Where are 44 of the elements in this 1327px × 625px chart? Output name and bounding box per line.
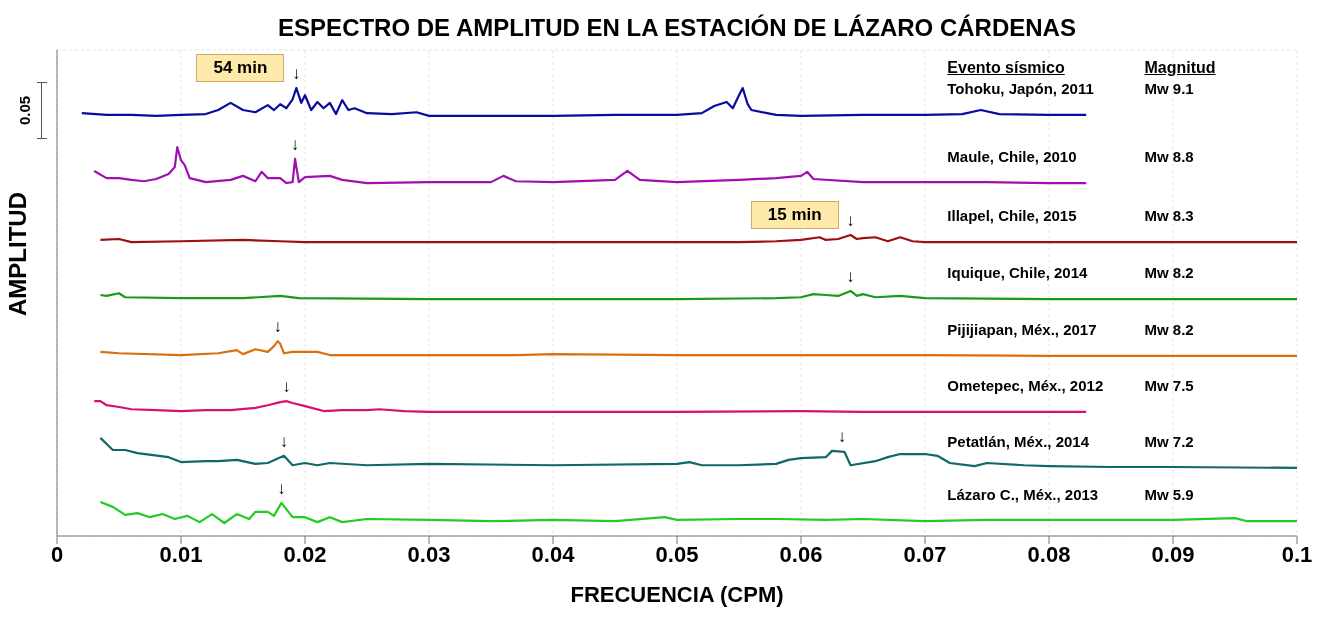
- annotation: ↓: [845, 266, 856, 287]
- x-tick-label: 0.06: [779, 541, 823, 567]
- annotation: ↓: [276, 478, 287, 499]
- series-label: Ometepec, Méx., 2012: [947, 376, 1104, 394]
- annotation: Mw 9.1: [1144, 79, 1194, 97]
- x-tick-label: 0.03: [407, 541, 451, 567]
- annotation: Mw 8.2: [1144, 320, 1194, 338]
- x-tick-label: 0.07: [903, 541, 947, 567]
- text: 0.05: [15, 94, 33, 128]
- y-axis-title: AMPLITUD: [3, 191, 32, 319]
- x-tick-label: 0.01: [159, 541, 203, 567]
- series-label: Tohoku, Japón, 2011: [947, 79, 1094, 97]
- annotation: ↓: [845, 210, 856, 231]
- annotation: Mw 8.8: [1144, 148, 1194, 166]
- annotation: ↓: [272, 317, 283, 338]
- annotation: ↓: [291, 64, 302, 85]
- annotation: Mw 7.5: [1144, 376, 1194, 394]
- annotation: Mw 8.3: [1144, 207, 1194, 225]
- annotation: ↓: [281, 377, 292, 398]
- series-label: Maule, Chile, 2010: [947, 148, 1077, 166]
- x-tick-label: 0.04: [531, 541, 576, 567]
- annotation: ↓: [836, 426, 848, 447]
- series-label: Illapel, Chile, 2015: [947, 207, 1077, 225]
- x-tick-label: 0.02: [283, 541, 327, 567]
- annotation: Mw 5.9: [1144, 486, 1194, 504]
- annotation: Mw 7.2: [1144, 432, 1194, 450]
- annotation: ↓: [289, 134, 301, 155]
- x-tick-label: 0: [50, 541, 64, 567]
- x-tick-label: 0.08: [1027, 541, 1071, 567]
- annotation: 15 min: [750, 200, 839, 229]
- x-axis-title: FRECUENCIA (CPM): [569, 581, 785, 609]
- chart-title: ESPECTRO DE AMPLITUD EN LA ESTACIÓN DE LÁZARO CÁRDENAS: [277, 14, 1077, 42]
- series-label: Petatlán, Méx., 2014: [947, 432, 1090, 450]
- series-label: Pijijiapan, Méx., 2017: [947, 320, 1097, 338]
- text: Magnitud: [1144, 58, 1216, 77]
- series-label: Iquique, Chile, 2014: [947, 264, 1088, 282]
- annotation: 54 min: [196, 54, 285, 83]
- annotation: ↓: [278, 431, 290, 452]
- x-tick-label: 0.09: [1151, 541, 1195, 567]
- x-tick-label: 0.1: [1281, 541, 1313, 567]
- x-tick-label: 0.05: [655, 541, 699, 567]
- text: Evento sísmico: [947, 58, 1065, 77]
- annotation: Mw 8.2: [1144, 264, 1194, 282]
- series-label: Lázaro C., Méx., 2013: [947, 486, 1099, 504]
